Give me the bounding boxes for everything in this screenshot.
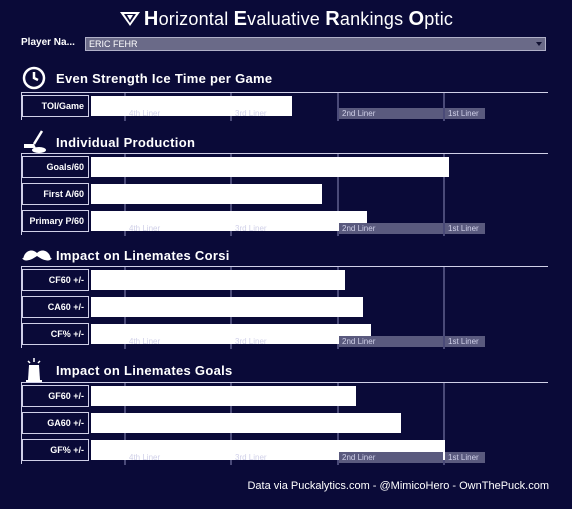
tier-divider xyxy=(337,93,339,121)
title-cap-letter: R xyxy=(325,8,340,30)
section-title-text: Individual Production xyxy=(56,134,196,150)
section-title: Even Strength Ice Time per Game xyxy=(22,66,272,90)
tier-label: 3rd Liner xyxy=(235,224,267,233)
metric-panel: GF60 +/- GA60 +/- GF% +/- 4th Liner 3rd Line… xyxy=(21,382,548,465)
tier-label: 2nd Liner xyxy=(339,108,443,119)
title-cap-letter: H xyxy=(143,8,159,30)
title-word-rest: orizontal xyxy=(158,9,234,29)
tier-label: 1st Liner xyxy=(445,452,485,463)
player-select-value: ERIC FEHR xyxy=(89,39,138,49)
metric-bar xyxy=(91,270,345,290)
tier-label: 1st Liner xyxy=(445,336,485,347)
metric-label: Goals/60 xyxy=(22,156,89,178)
page-title: Horizontal Evaluative Rankings Optic xyxy=(0,8,572,32)
tier-divider xyxy=(443,154,445,236)
tier-label: 3rd Liner xyxy=(235,453,267,462)
title-word-rest: ankings xyxy=(339,9,409,29)
player-select[interactable]: ERIC FEHR xyxy=(85,37,546,51)
title-word-rest: valuative xyxy=(247,9,326,29)
metric-bar xyxy=(91,211,367,231)
metric-bar xyxy=(91,324,371,344)
tier-label: 4th Liner xyxy=(129,337,161,346)
metric-label: CF% +/- xyxy=(22,323,89,345)
metric-bar xyxy=(91,297,363,317)
section-title-text: Impact on Linemates Corsi xyxy=(56,247,230,263)
section-title-text: Even Strength Ice Time per Game xyxy=(56,70,273,86)
metric-bar xyxy=(91,157,449,177)
metric-label: GF60 +/- xyxy=(22,385,89,407)
metric-label: GA60 +/- xyxy=(22,412,89,434)
metric-bar xyxy=(91,184,322,204)
tier-divider xyxy=(337,154,339,236)
trophy-icon xyxy=(22,358,50,383)
tier-label: 4th Liner xyxy=(129,109,161,118)
tier-divider xyxy=(443,383,445,465)
tier-label: 3rd Liner xyxy=(235,337,267,346)
metric-panel: TOI/Game 4th Liner 3rd Liner 2nd Liner 1st L… xyxy=(21,92,548,121)
title-word-rest: ptic xyxy=(424,9,454,29)
title-cap-letter: O xyxy=(408,8,425,30)
tier-label: 2nd Liner xyxy=(339,336,443,347)
hockey-stick-icon xyxy=(22,130,50,154)
tier-divider xyxy=(443,93,445,121)
tier-label: 2nd Liner xyxy=(339,223,443,234)
metric-label: TOI/Game xyxy=(22,95,89,117)
section-title: Impact on Linemates Goals xyxy=(22,358,233,383)
tier-label: 4th Liner xyxy=(129,224,161,233)
player-label: Player Na... xyxy=(21,37,75,48)
metric-label: First A/60 xyxy=(22,183,89,205)
tier-divider xyxy=(443,267,445,349)
mustache-icon xyxy=(22,243,52,267)
metric-label: CA60 +/- xyxy=(22,296,89,318)
title-cap-letter: E xyxy=(233,8,248,30)
metric-panel: Goals/60 First A/60 Primary P/60 4th Liner 3… xyxy=(21,153,548,236)
footer-credit: Data via Puckalytics.com - @MimicoHero -… xyxy=(247,480,549,492)
tier-label: 1st Liner xyxy=(445,108,485,119)
clock-icon xyxy=(22,66,50,90)
hero-logo-icon xyxy=(119,11,141,32)
metric-panel: CF60 +/- CA60 +/- CF% +/- 4th Liner 3rd Line… xyxy=(21,266,548,349)
metric-bar xyxy=(91,96,292,116)
metric-label: GF% +/- xyxy=(22,439,89,461)
metric-bar xyxy=(91,386,356,406)
section-title: Impact on Linemates Corsi xyxy=(22,243,230,267)
tier-label: 1st Liner xyxy=(445,223,485,234)
metric-label: Primary P/60 xyxy=(22,210,89,232)
chevron-down-icon[interactable] xyxy=(536,42,542,46)
section-title-text: Impact on Linemates Goals xyxy=(56,362,233,378)
tier-label: 2nd Liner xyxy=(339,452,443,463)
title-text: Horizontal Evaluative Rankings Optic xyxy=(143,8,454,30)
section-title: Individual Production xyxy=(22,130,195,154)
metric-label: CF60 +/- xyxy=(22,269,89,291)
metric-bar xyxy=(91,413,401,433)
tier-label: 3rd Liner xyxy=(235,109,267,118)
tier-label: 4th Liner xyxy=(129,453,161,462)
